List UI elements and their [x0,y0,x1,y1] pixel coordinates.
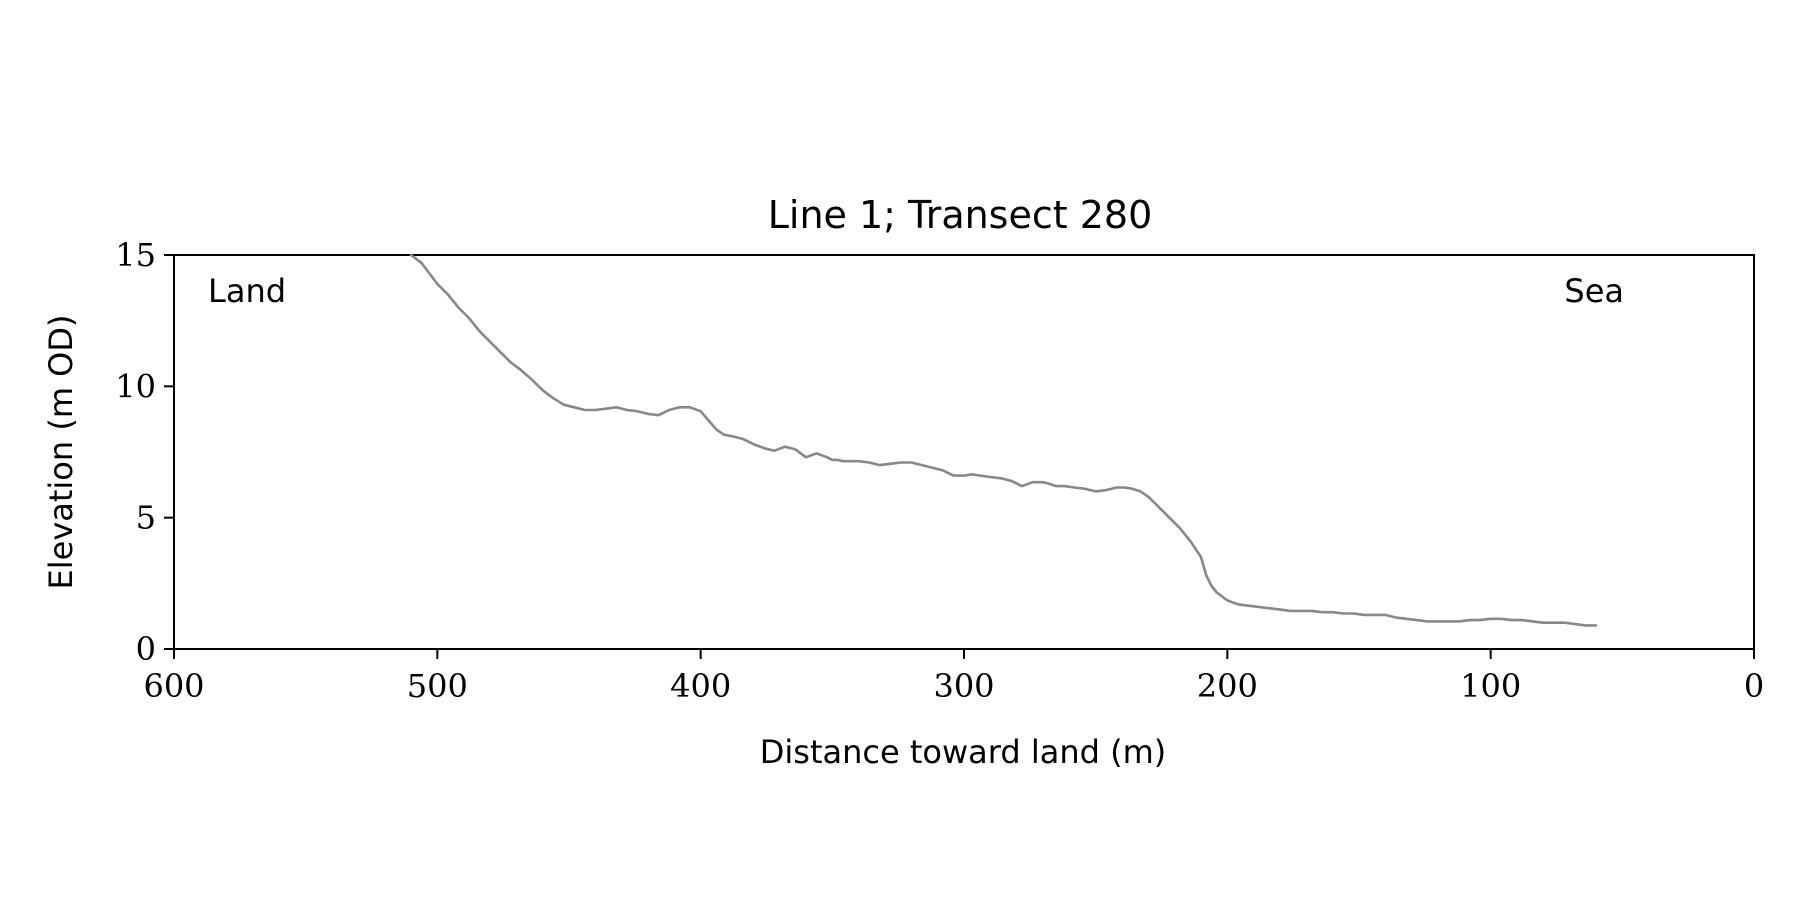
x-tick-label: 100 [1460,667,1521,705]
y-axis: 0 5 10 15 [115,236,174,668]
elevation-profile-line [409,253,1598,627]
x-axis-label: Distance toward land (m) [760,733,1166,771]
x-tick-label: 0 [1744,667,1764,705]
plot-area [173,254,1755,650]
x-tick-label: 600 [143,667,204,705]
y-axis-label: Elevation (m OD) [42,315,80,590]
x-tick-label: 400 [670,667,731,705]
x-tick-label: 500 [407,667,468,705]
y-tick-label: 0 [136,630,156,668]
x-axis: 600 500 400 300 200 100 0 [143,649,1764,705]
x-tick-label: 300 [933,667,994,705]
y-tick-label: 15 [115,236,156,274]
chart-title: Line 1; Transect 280 [768,193,1153,237]
y-tick-label: 5 [136,499,156,537]
x-tick-label: 200 [1197,667,1258,705]
sea-annotation: Sea [1564,272,1624,310]
land-annotation: Land [208,272,286,310]
y-tick-label: 10 [115,367,156,405]
